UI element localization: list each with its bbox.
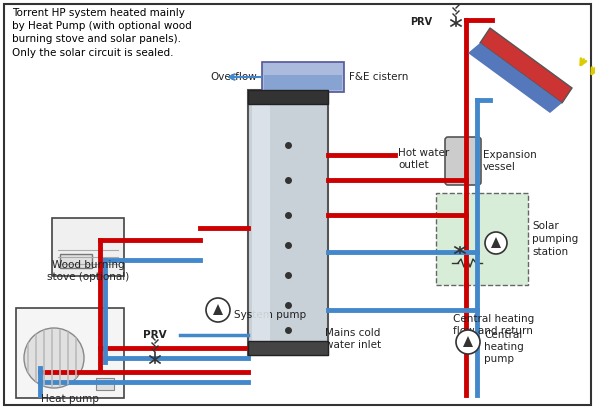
Polygon shape bbox=[213, 304, 223, 315]
Bar bbox=[262, 62, 344, 92]
Polygon shape bbox=[480, 28, 572, 103]
Text: Mains cold
water inlet: Mains cold water inlet bbox=[325, 328, 381, 351]
Polygon shape bbox=[463, 336, 473, 347]
Circle shape bbox=[456, 330, 480, 354]
Polygon shape bbox=[468, 43, 562, 113]
FancyBboxPatch shape bbox=[445, 137, 481, 185]
Polygon shape bbox=[491, 237, 501, 248]
Text: System pump: System pump bbox=[234, 310, 306, 320]
Text: F&E cistern: F&E cistern bbox=[349, 72, 408, 82]
Bar bbox=[264, 75, 342, 90]
Text: Central
heating
pump: Central heating pump bbox=[484, 330, 524, 364]
Text: Wood burning
stove (optional): Wood burning stove (optional) bbox=[47, 260, 129, 282]
Text: Expansion
vessel: Expansion vessel bbox=[483, 150, 537, 172]
Bar bbox=[248, 341, 328, 355]
Circle shape bbox=[485, 232, 507, 254]
Bar bbox=[248, 90, 328, 104]
Text: Hot water
outlet: Hot water outlet bbox=[398, 148, 449, 171]
Text: Solar
pumping
station: Solar pumping station bbox=[532, 221, 578, 257]
Bar bbox=[52, 218, 124, 276]
Bar bbox=[60, 254, 92, 268]
Bar bbox=[248, 90, 328, 355]
FancyBboxPatch shape bbox=[436, 193, 528, 285]
Text: PRV: PRV bbox=[143, 330, 167, 340]
Text: Torrent HP system heated mainly
by Heat Pump (with optional wood
burning stove a: Torrent HP system heated mainly by Heat … bbox=[12, 8, 192, 58]
Circle shape bbox=[206, 298, 230, 322]
Bar bbox=[96, 378, 114, 390]
Circle shape bbox=[24, 328, 84, 388]
Text: PRV: PRV bbox=[410, 17, 432, 27]
Text: Overflow: Overflow bbox=[210, 72, 257, 82]
Bar bbox=[16, 308, 124, 398]
Bar bbox=[252, 104, 270, 341]
Text: Central heating
flow and return: Central heating flow and return bbox=[453, 314, 534, 336]
Text: Heat pump: Heat pump bbox=[41, 394, 99, 404]
